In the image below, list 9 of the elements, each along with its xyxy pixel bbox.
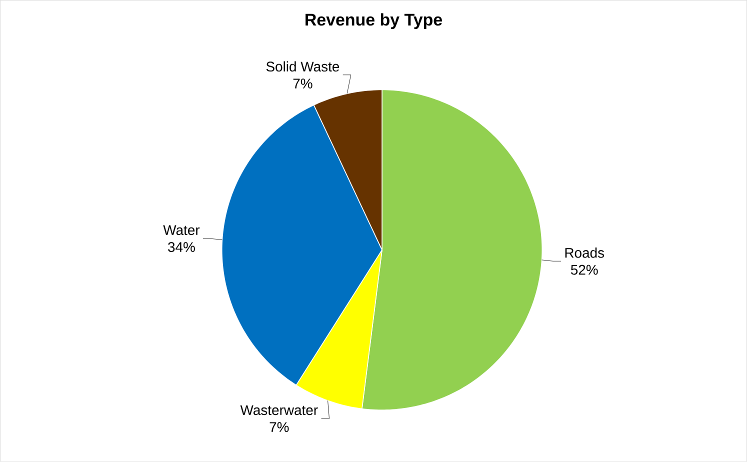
data-label: 7% [270,422,289,432]
data-label: 52% [570,264,598,275]
chart-title: Revenue by Type [306,13,442,30]
slice-label: Solid Waste [266,61,340,72]
data-label: 34% [168,242,195,252]
slice-label: Wasterwater [240,405,318,416]
slice-label: Water [163,225,200,236]
data-label: 7% [293,78,312,89]
slice-label: Roads [565,248,604,258]
